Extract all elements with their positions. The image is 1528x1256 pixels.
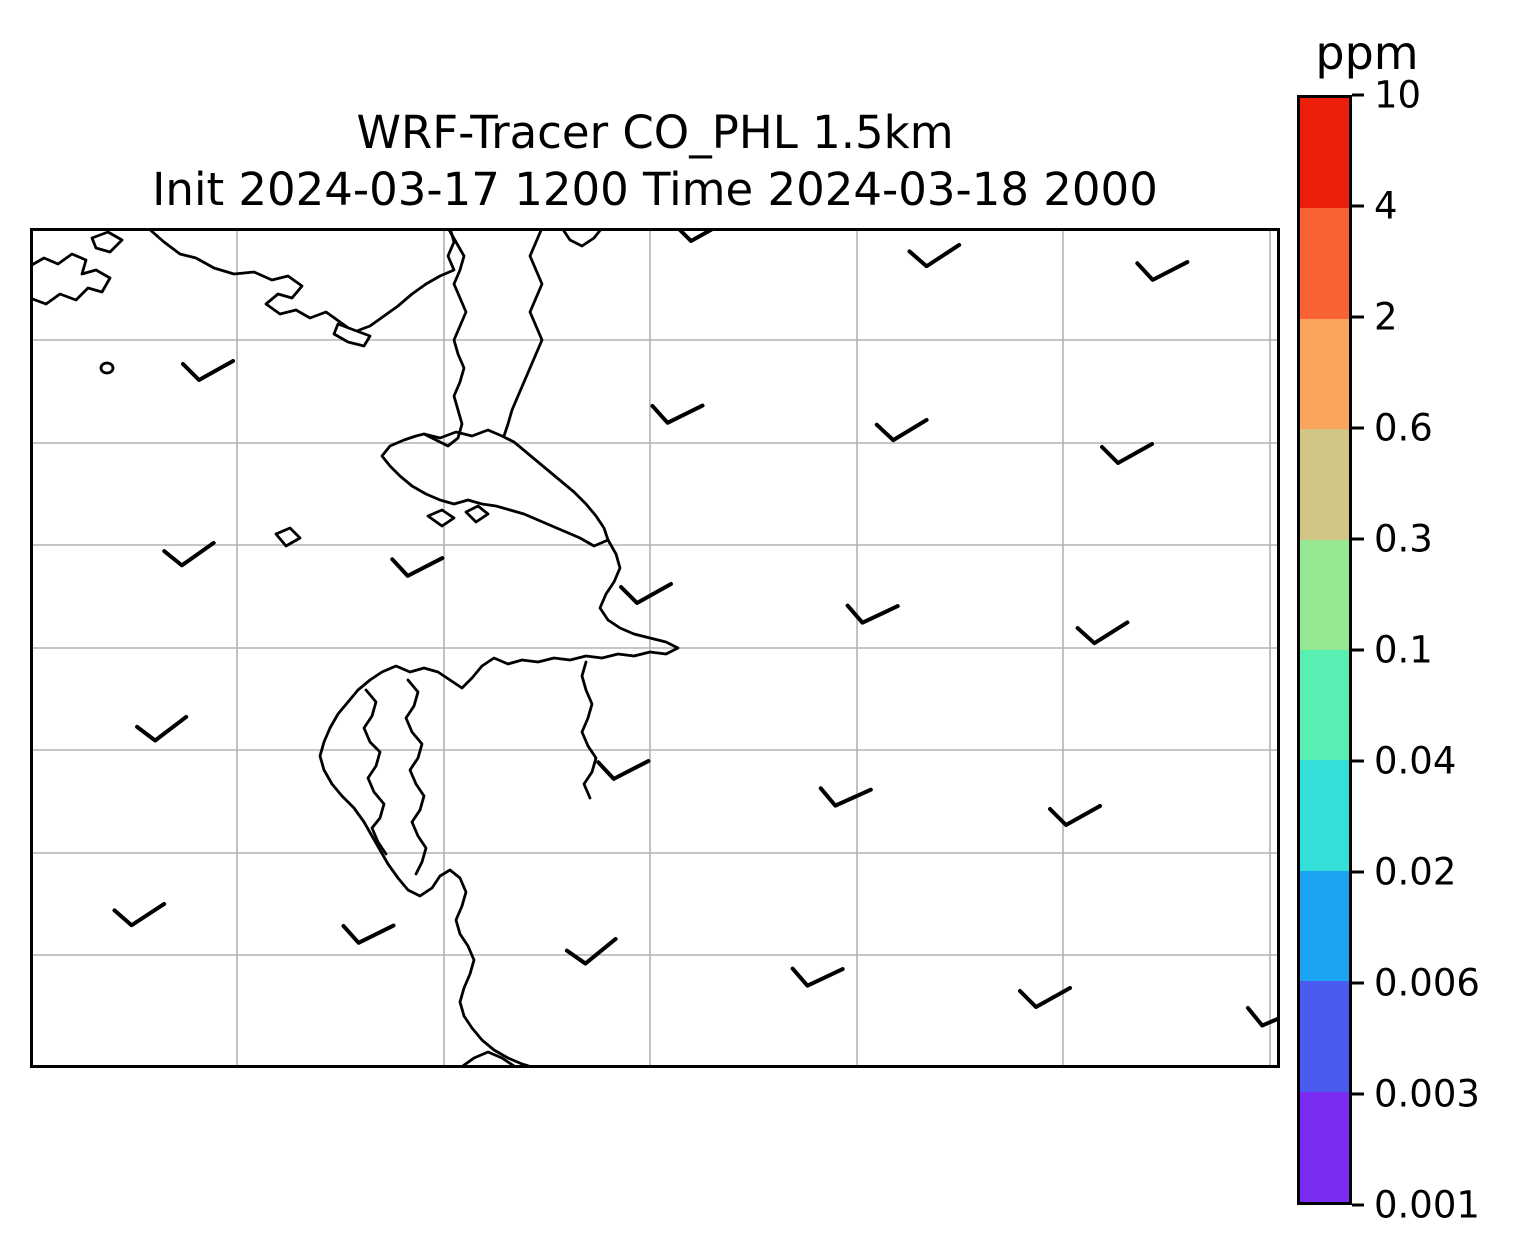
colorbar-tick-label: 0.3 <box>1374 517 1433 561</box>
coastline-topleft-island <box>90 230 124 254</box>
bay-east-shore <box>580 660 598 800</box>
wind-barb <box>162 540 216 568</box>
colorbar-tick-label: 2 <box>1374 295 1398 339</box>
colorbar-segment <box>1300 318 1349 430</box>
estuary-island-2 <box>464 504 490 524</box>
wind-barb <box>181 359 235 382</box>
plot-title-line2: Init 2024-03-17 1200 Time 2024-03-18 200… <box>152 163 1158 216</box>
colorbar-tick-label: 0.6 <box>1374 406 1433 450</box>
west-island <box>274 526 302 548</box>
colorbar-units-label: ppm <box>1315 26 1419 80</box>
wind-barb <box>1075 620 1130 646</box>
wind-barb <box>1135 260 1190 282</box>
colorbar-tick <box>1352 648 1364 652</box>
colorbar-tick <box>1352 759 1364 763</box>
wind-barb <box>1048 804 1102 827</box>
wind-barb <box>1018 986 1072 1009</box>
colorbar-segment <box>1300 760 1349 871</box>
colorbar-segment <box>1300 98 1349 209</box>
colorbar-tick <box>1352 537 1364 541</box>
map-axes <box>30 228 1280 1068</box>
wind-barb <box>874 417 929 443</box>
colorbar-segment <box>1300 429 1349 540</box>
coastline-top <box>146 228 456 334</box>
bay-main-coast <box>318 538 680 1068</box>
wind-barb <box>112 901 167 928</box>
estuary-island-1 <box>426 508 456 528</box>
colorbar-tick-label: 0.04 <box>1374 739 1457 783</box>
wind-barb <box>845 603 900 625</box>
bay-inner-inlet-1 <box>362 688 388 856</box>
colorbar-segment <box>1300 650 1349 761</box>
colorbar-tick <box>1352 981 1364 985</box>
colorbar-segment <box>1300 1091 1349 1203</box>
colorbar-tick-label: 0.001 <box>1374 1183 1480 1227</box>
colorbar-tick <box>1352 1092 1364 1096</box>
plot-title: WRF-Tracer CO_PHL 1.5km Init 2024-03-17 … <box>30 104 1280 218</box>
coastline-topleft <box>30 252 112 306</box>
colorbar-tick-label: 0.02 <box>1374 850 1457 894</box>
wind-barb <box>390 556 445 578</box>
colorbar-tick <box>1352 93 1364 97</box>
map-gridlines <box>30 228 1280 1068</box>
small-island <box>99 361 115 375</box>
colorbar-ticks: 10 4 2 0.6 0.3 0.1 0.04 0.02 0.006 0.003 0.001 <box>1352 74 1528 1227</box>
bottom-spit <box>458 1050 516 1068</box>
wind-barb <box>907 242 962 269</box>
colorbar <box>1297 95 1352 1205</box>
estuary-outline <box>380 428 610 548</box>
river-left-bank <box>422 228 468 448</box>
colorbar-tick-label: 0.1 <box>1374 628 1433 672</box>
plot-title-line1: WRF-Tracer CO_PHL 1.5km <box>356 106 954 159</box>
wind-barb <box>790 966 845 988</box>
colorbar-segment <box>1300 981 1349 1092</box>
colorbar-tick <box>1352 315 1364 319</box>
colorbar-tick <box>1352 870 1364 874</box>
wind-barb <box>341 923 396 945</box>
map-frame <box>30 228 1280 1068</box>
colorbar-tick <box>1352 204 1364 208</box>
inland-lake <box>332 322 372 348</box>
wind-barb <box>596 759 651 781</box>
coastline-top-nub <box>560 228 604 248</box>
river-right-bank <box>502 228 544 438</box>
wind-barb <box>619 582 673 605</box>
wind-barb <box>564 936 618 966</box>
colorbar-tick-label: 0.006 <box>1374 961 1480 1005</box>
colorbar-tick-label: 10 <box>1374 73 1422 117</box>
wind-barb <box>818 786 873 808</box>
wind-barb <box>1100 442 1154 465</box>
colorbar-tick-label: 4 <box>1374 184 1398 228</box>
bay-inner-inlet-2 <box>404 678 428 876</box>
wind-barbs <box>112 228 1280 1028</box>
colorbar-segment <box>1300 208 1349 319</box>
wind-barb <box>135 714 189 743</box>
colorbar-tick <box>1352 1203 1364 1207</box>
coastlines <box>30 228 680 1068</box>
colorbar-segment <box>1300 539 1349 651</box>
colorbar-tick-label: 0.003 <box>1374 1072 1480 1116</box>
wind-barb <box>1245 1005 1280 1028</box>
colorbar-segment <box>1300 870 1349 982</box>
colorbar-tick <box>1352 426 1364 430</box>
wind-barb <box>650 403 705 425</box>
